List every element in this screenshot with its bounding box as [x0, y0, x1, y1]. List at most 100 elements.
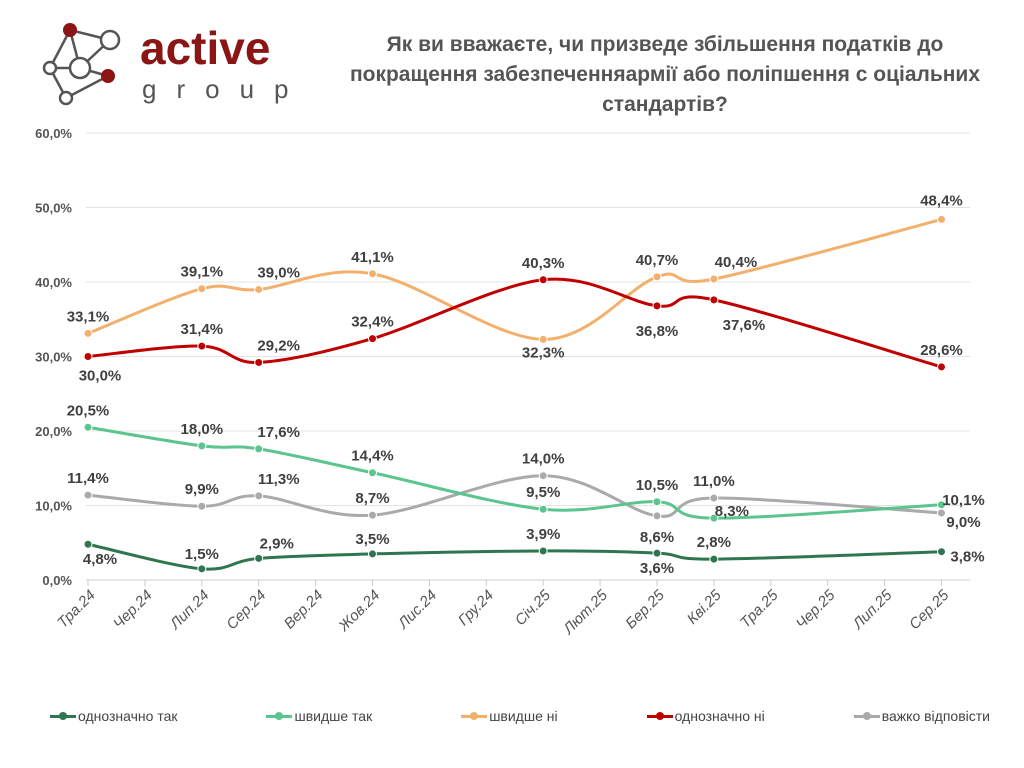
data-point [83, 328, 93, 338]
x-tick-label: Чер.25 [793, 586, 839, 632]
legend-marker-icon [266, 711, 293, 720]
data-label: 9,9% [185, 481, 219, 498]
y-tick-label: 40,0% [35, 275, 72, 290]
legend-marker-icon [853, 711, 880, 720]
series-line-2 [87, 217, 942, 341]
data-label: 8,7% [355, 490, 389, 507]
data-point [197, 564, 207, 574]
data-point [368, 269, 377, 279]
series-line-0 [87, 542, 942, 571]
series-line-4 [87, 474, 942, 518]
y-tick-label: 60,0% [35, 126, 72, 141]
legend-label: швидше ні [489, 708, 558, 724]
data-point [368, 510, 377, 520]
data-label: 4,8% [83, 551, 117, 568]
data-point [254, 491, 264, 501]
data-point [254, 357, 264, 367]
data-label: 2,9% [260, 535, 294, 552]
data-point [368, 468, 377, 478]
x-tick-label: Бер.25 [622, 586, 668, 632]
legend-marker-icon [461, 711, 488, 720]
data-point [538, 471, 548, 481]
data-label: 11,4% [67, 470, 109, 487]
x-tick-label: Вер.24 [281, 587, 327, 633]
x-tick-label: Жов.24 [335, 587, 384, 636]
data-point [254, 553, 264, 563]
data-label: 30,0% [79, 368, 122, 385]
data-label: 39,1% [181, 264, 224, 281]
data-label: 29,2% [257, 337, 300, 354]
data-point [709, 295, 719, 305]
y-tick-label: 50,0% [35, 201, 72, 216]
x-tick-label: Лис.24 [394, 587, 440, 633]
x-tick-label: Лип.24 [166, 587, 212, 633]
data-label: 41,1% [351, 249, 394, 266]
legend-label: однозначно ні [674, 708, 765, 724]
legend-item: швидше так [266, 708, 372, 724]
legend-label: однозначно так [78, 708, 178, 724]
y-tick-label: 20,0% [35, 424, 72, 439]
data-point [83, 352, 93, 361]
data-point [538, 275, 548, 285]
data-point [254, 284, 264, 294]
data-point [197, 441, 207, 451]
data-label: 3,8% [950, 549, 984, 566]
data-point [197, 501, 207, 511]
data-label: 9,0% [946, 514, 980, 531]
legend-item: однозначно ні [646, 708, 765, 724]
data-point [538, 546, 548, 556]
data-label: 37,6% [723, 317, 766, 334]
x-tick-label: Лип.25 [849, 586, 896, 633]
data-point [937, 508, 946, 518]
data-point [652, 511, 662, 521]
data-label: 9,5% [526, 484, 560, 501]
data-label: 11,0% [693, 473, 735, 490]
x-tick-label: Січ.25 [512, 586, 555, 629]
active-group-logo: active group [42, 22, 289, 106]
data-label: 3,6% [640, 560, 674, 577]
data-point [83, 539, 93, 549]
legend-item: однозначно так [50, 708, 178, 724]
series-line-1 [87, 425, 942, 520]
line-chart: 0,0% 10,0% 20,0% 30,0% 40,0% 50,0% 60,0% Тра.24… [35, 126, 985, 638]
data-point [652, 301, 662, 311]
legend-marker-icon [50, 711, 76, 720]
data-label: 11,3% [258, 471, 300, 488]
data-label: 40,4% [715, 254, 758, 271]
data-label: 8,3% [715, 503, 749, 520]
y-tick-label: 0,0% [42, 573, 72, 588]
y-tick-label: 30,0% [35, 350, 72, 365]
x-tick-label: Гру.24 [455, 587, 497, 629]
data-label: 32,4% [351, 314, 394, 331]
x-tick-label: Кві.25 [684, 586, 725, 627]
data-label: 40,7% [636, 252, 679, 269]
data-label: 36,8% [636, 323, 679, 340]
series-line-3 [87, 277, 942, 369]
legend-item: швидше ні [461, 708, 558, 724]
data-label: 10,5% [636, 477, 679, 494]
data-point [83, 422, 93, 432]
data-point [937, 214, 946, 224]
x-tick-label: Сер.25 [906, 586, 953, 633]
data-label: 28,6% [920, 342, 963, 359]
x-tick-label: Сер.24 [223, 587, 269, 633]
data-point [368, 549, 377, 559]
data-label: 48,4% [920, 192, 963, 209]
data-point [368, 334, 377, 344]
data-point [709, 493, 719, 503]
legend-label: швидше так [294, 708, 373, 724]
data-label: 8,6% [640, 529, 674, 546]
data-point [709, 554, 719, 564]
data-point [538, 504, 548, 514]
y-tick-label: 10,0% [35, 499, 72, 514]
data-label: 3,9% [526, 526, 560, 543]
data-point [538, 334, 548, 344]
data-point [197, 284, 207, 294]
data-label: 10,1% [942, 492, 985, 509]
data-label: 20,5% [67, 402, 110, 419]
data-point [937, 500, 946, 510]
data-label: 3,5% [355, 531, 389, 548]
data-point [937, 362, 946, 372]
data-label: 18,0% [181, 421, 224, 438]
data-point [937, 547, 946, 557]
